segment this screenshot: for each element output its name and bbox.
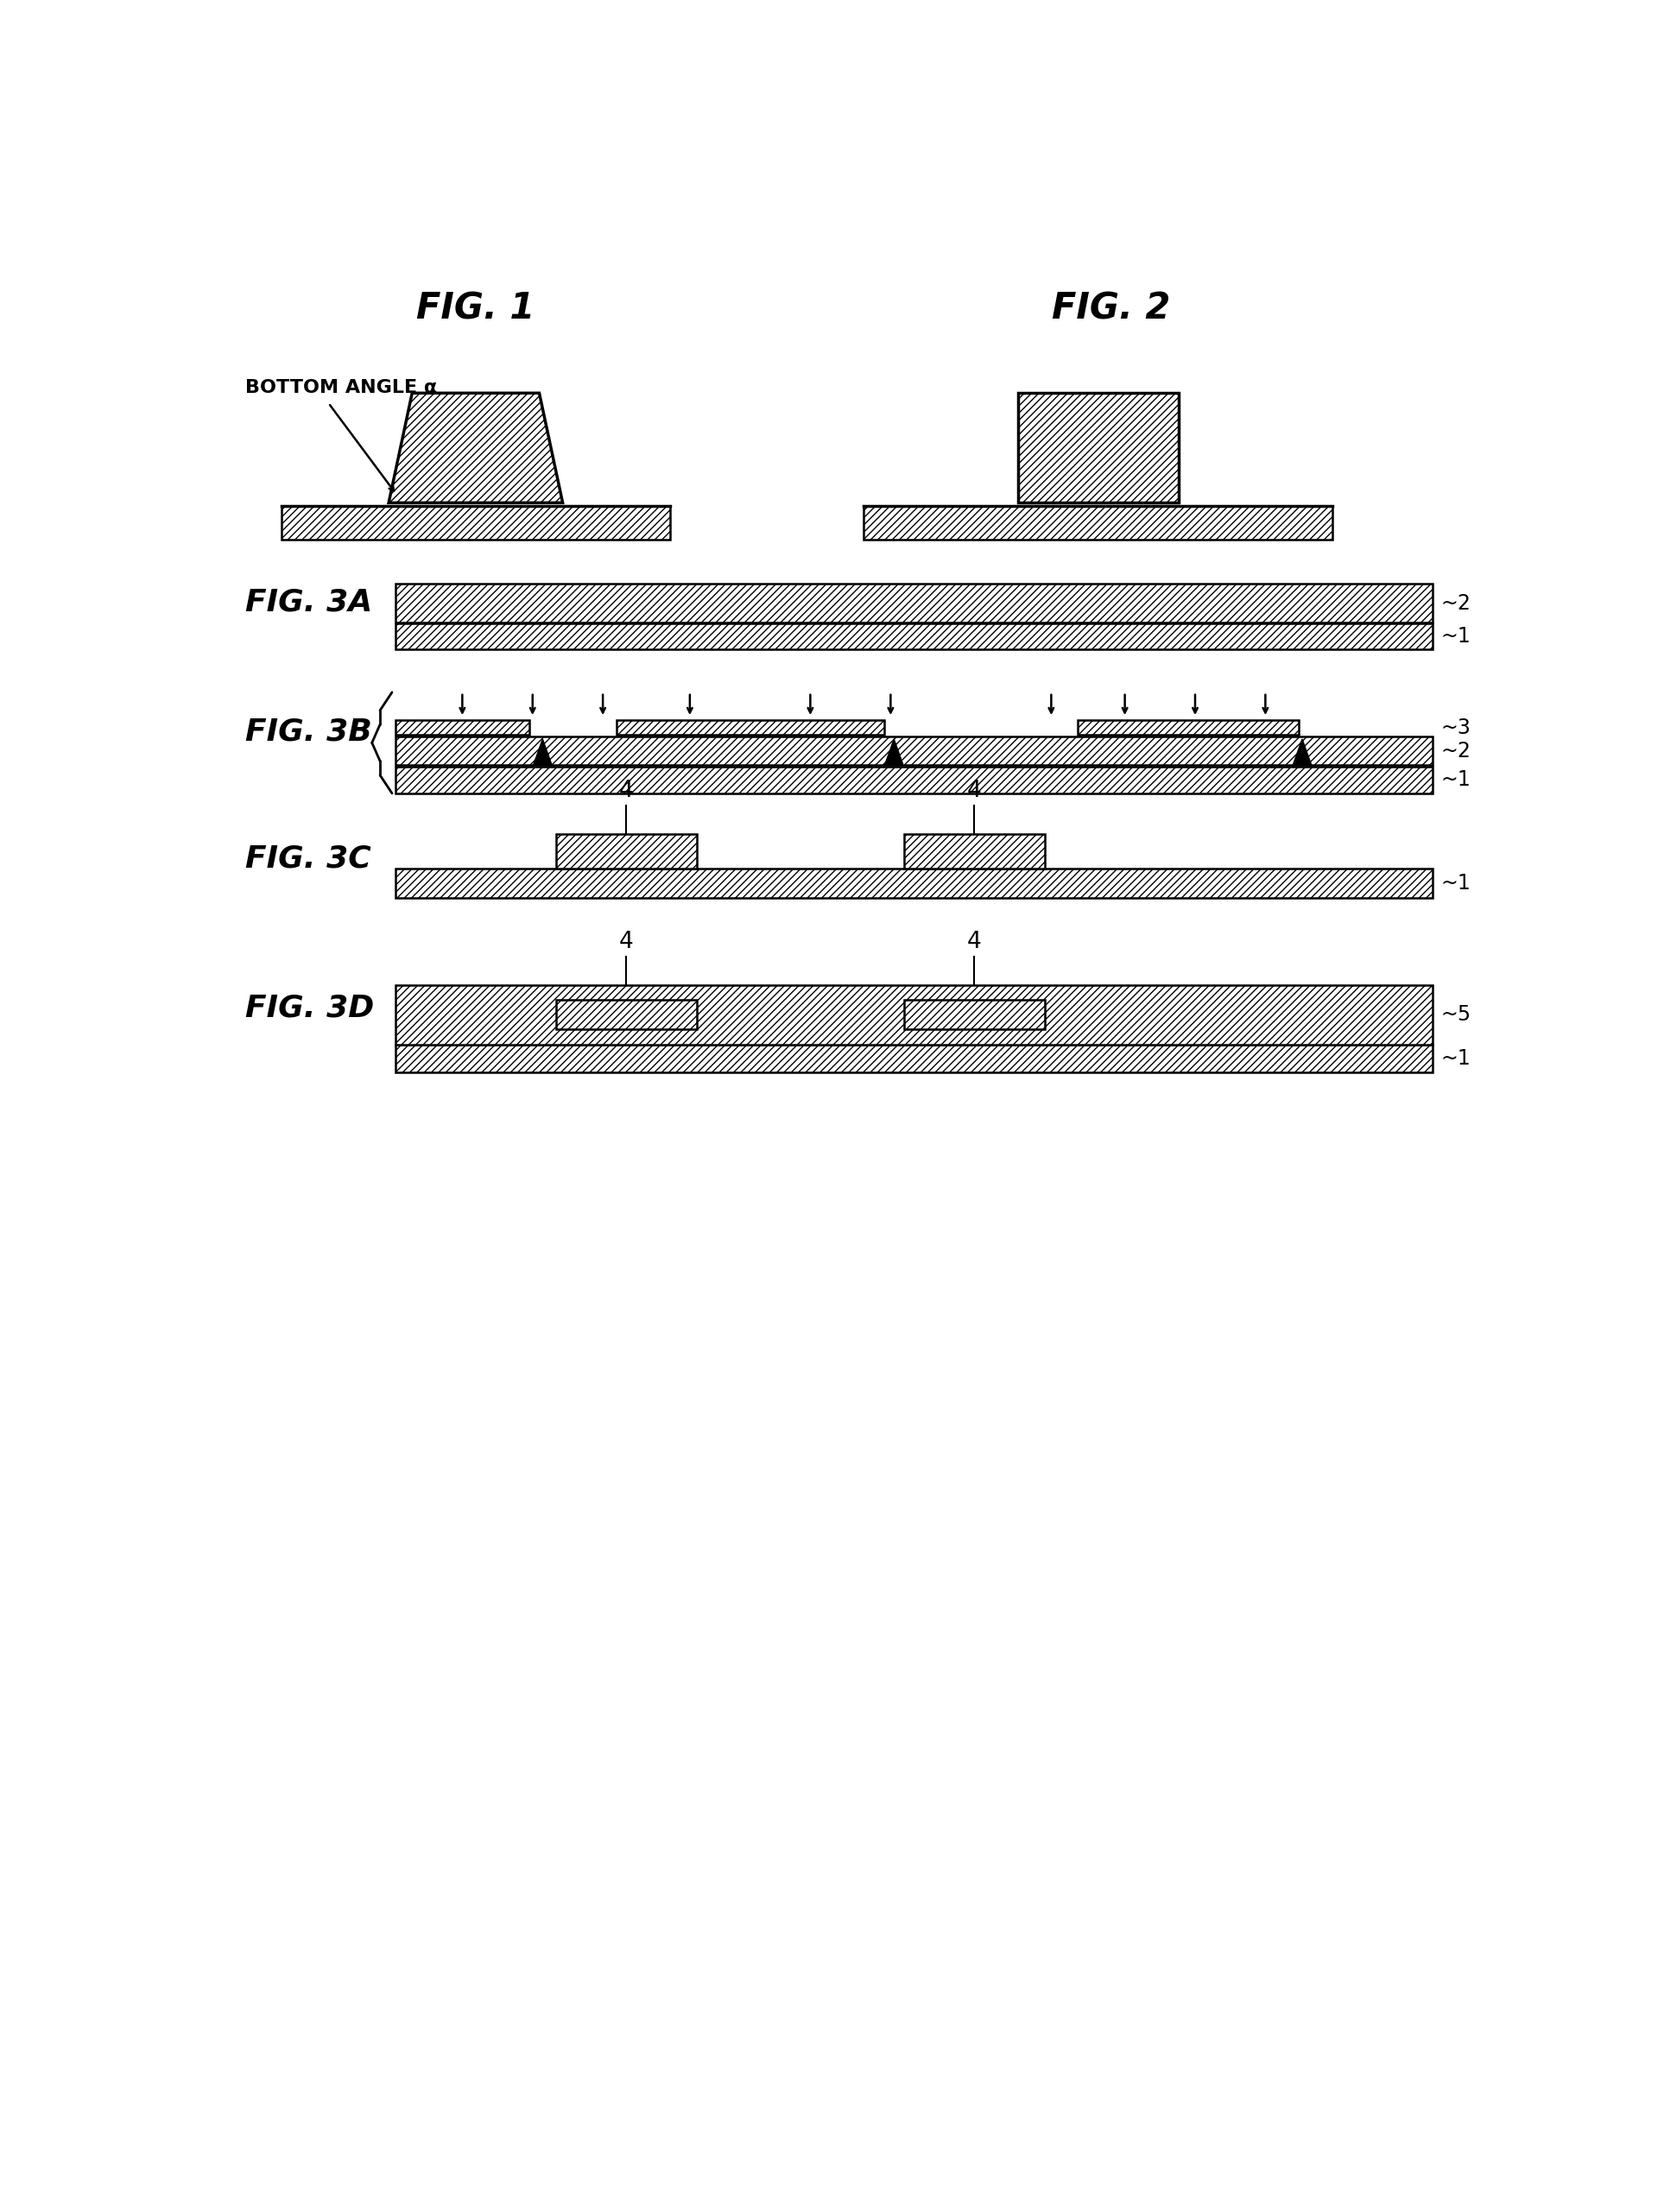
Text: FIG. 3B: FIG. 3B: [245, 717, 371, 748]
Text: FIG. 2: FIG. 2: [1052, 290, 1171, 327]
Text: ~2: ~2: [1441, 593, 1471, 613]
Polygon shape: [389, 394, 562, 502]
Text: FIG. 3C: FIG. 3C: [245, 843, 371, 874]
Bar: [864, 507, 1333, 540]
Bar: [396, 984, 1433, 1044]
Bar: [904, 834, 1045, 869]
Text: ~1: ~1: [1441, 1048, 1471, 1068]
Bar: [281, 507, 671, 540]
Text: ~5: ~5: [1441, 1004, 1471, 1024]
Polygon shape: [885, 739, 904, 765]
Bar: [556, 1000, 697, 1029]
Bar: [1078, 721, 1300, 734]
Text: FIG. 1: FIG. 1: [416, 290, 536, 327]
Bar: [556, 834, 697, 869]
Text: BOTTOM ANGLE α: BOTTOM ANGLE α: [245, 378, 436, 396]
Text: FIG. 3A: FIG. 3A: [245, 588, 373, 617]
Text: ~1: ~1: [1441, 874, 1471, 894]
Bar: [396, 584, 1433, 622]
Text: ~3: ~3: [1441, 717, 1471, 739]
Text: 4: 4: [619, 779, 634, 803]
Bar: [396, 768, 1433, 794]
Polygon shape: [1293, 739, 1311, 765]
Text: ~2: ~2: [1441, 741, 1471, 761]
Bar: [1018, 394, 1178, 502]
Bar: [396, 869, 1433, 898]
Polygon shape: [532, 739, 552, 765]
Bar: [616, 721, 884, 734]
Text: 4: 4: [967, 779, 982, 803]
Text: 4: 4: [967, 931, 982, 953]
Text: ~1: ~1: [1441, 626, 1471, 646]
Bar: [396, 1044, 1433, 1073]
Bar: [904, 1000, 1045, 1029]
Bar: [396, 721, 529, 734]
Text: ~1: ~1: [1441, 770, 1471, 790]
Text: 4: 4: [619, 931, 634, 953]
Text: FIG. 3D: FIG. 3D: [245, 993, 374, 1022]
Bar: [396, 737, 1433, 765]
Bar: [396, 624, 1433, 648]
